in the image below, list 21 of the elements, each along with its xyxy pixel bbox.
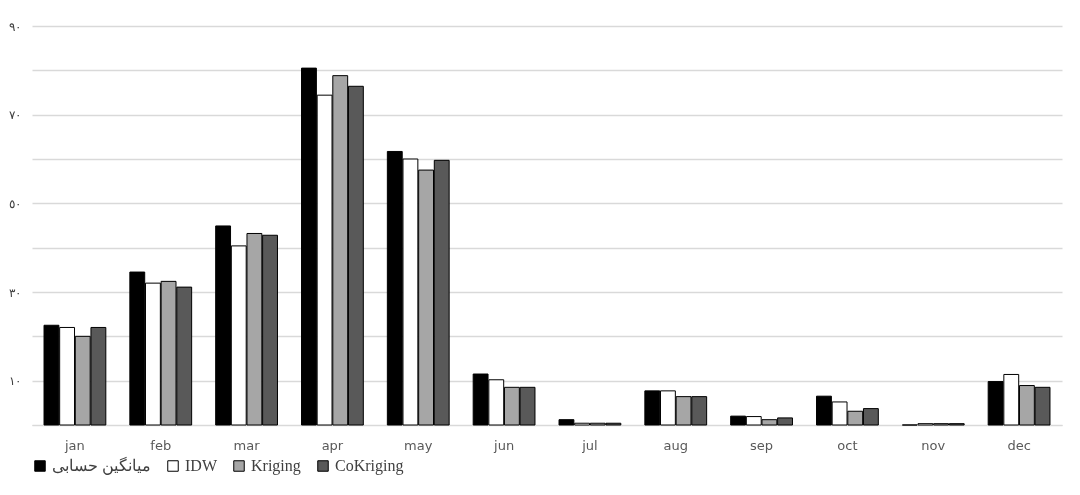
x-tick-label: nov [921,437,946,453]
y-tick-label: ٥٠ [8,196,21,211]
legend-label: Kriging [251,457,301,475]
x-tick-label: jul [581,437,598,453]
x-tick-label: aug [663,437,688,453]
x-tick-label: feb [150,437,172,453]
x-tick-label: may [404,437,433,453]
x-tick-label: sep [750,437,774,453]
x-tick-label: jun [493,437,515,453]
x-tick-label: apr [321,437,344,453]
y-tick-label: ٩٠ [8,19,21,34]
y-tick-label: ٣٠ [8,285,21,300]
legend-label: CoKriging [335,457,404,475]
legend-label: IDW [185,457,218,474]
x-tick-label: dec [1007,437,1031,453]
x-tick-label: mar [233,437,261,453]
y-tick-label: ١٠ [8,374,21,389]
x-tick-label: oct [837,437,858,453]
y-tick-label: ٧٠ [8,108,21,123]
legend-label: میانگین حسابی [52,456,151,475]
x-tick-label: jan [64,437,85,453]
